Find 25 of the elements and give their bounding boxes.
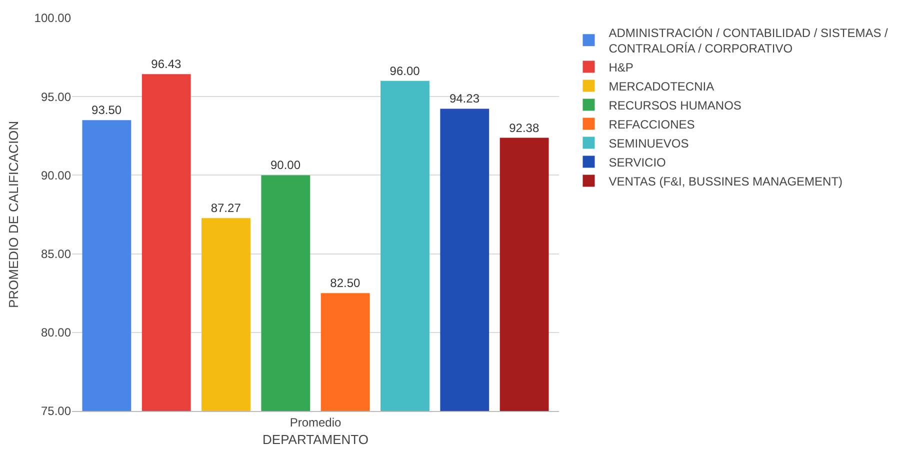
y-axis-title: PROMEDIO DE CALIFICACION: [6, 120, 22, 308]
y-tick-label: 85.00: [40, 247, 72, 261]
data-label: 96.43: [151, 57, 182, 72]
x-axis-title: DEPARTAMENTO: [262, 432, 368, 447]
data-label: 82.50: [330, 276, 361, 290]
data-label: 94.23: [449, 92, 480, 106]
y-tick-label: 95.00: [40, 90, 72, 104]
y-tick-label: 90.00: [40, 168, 72, 182]
data-label: 96.00: [390, 64, 420, 78]
legend-label: VENTAS (F&I, BUSSINES MANAGEMENT): [608, 174, 843, 188]
y-tick-label: 80.00: [40, 326, 72, 340]
data-label: 87.27: [210, 201, 242, 216]
y-tick-label: 75.00: [40, 404, 72, 418]
data-label: 93.50: [92, 103, 122, 118]
legend-label: RECURSOS HUMANOS: [608, 98, 742, 112]
legend-label: MERCADOTECNIA: [608, 79, 714, 94]
legend-label: SEMINUEVOS: [608, 136, 689, 150]
data-label: 92.38: [509, 120, 540, 135]
legend-label: SERVICIO: [608, 155, 666, 170]
legend-label: ADMINISTRACIÓN / CONTABILIDAD / SISTEMAS / CONTRALORÍA / CORPORATIVO: [608, 26, 889, 56]
data-label: 90.00: [270, 158, 301, 172]
x-tick-label: Promedio: [290, 415, 342, 430]
legend-label: H&P: [608, 60, 634, 74]
legend-label: REFACCIONES: [608, 117, 695, 132]
y-tick-label: 100.00: [34, 11, 72, 26]
